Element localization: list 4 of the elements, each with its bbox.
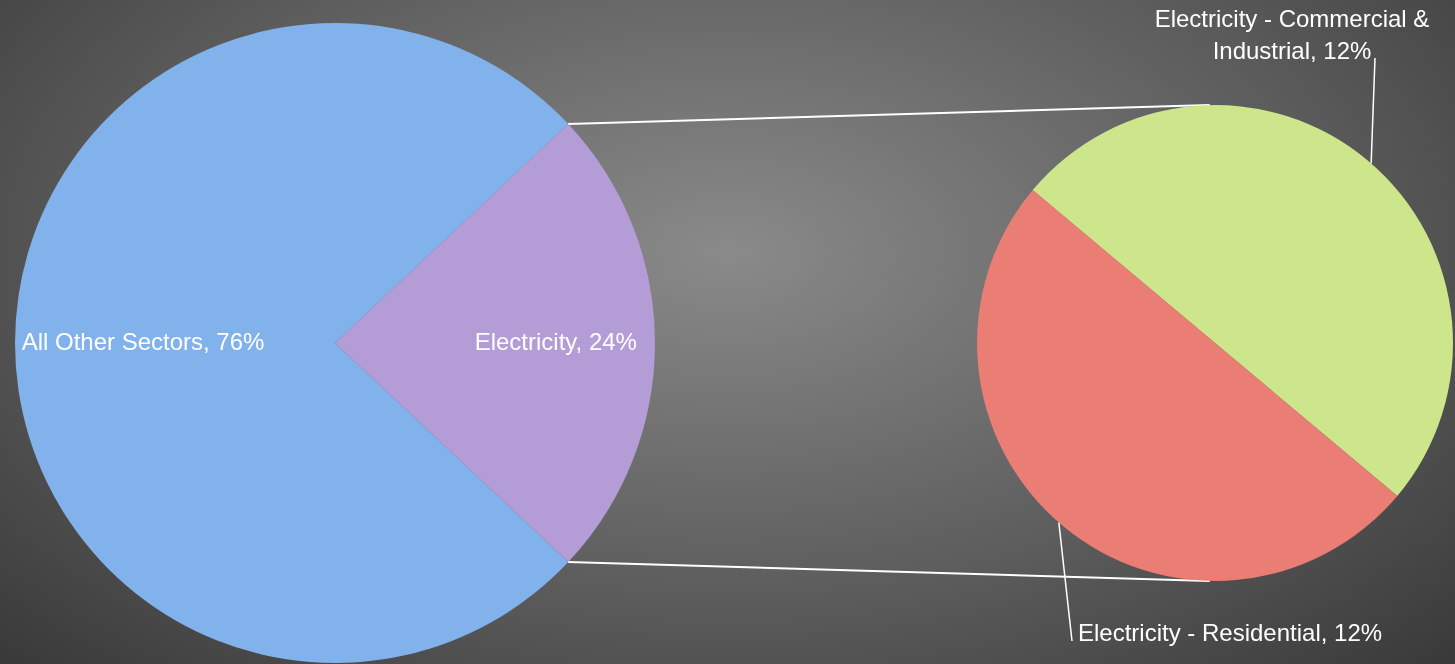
- slice-label: Electricity - Commercial & Industrial, 12%: [1154, 4, 1430, 64]
- slice-label: Electricity - Residential, 12%: [1078, 618, 1383, 646]
- slice-label: Electricity, 24%: [474, 327, 637, 355]
- slice-label: All Other Sectors, 76%: [21, 327, 265, 355]
